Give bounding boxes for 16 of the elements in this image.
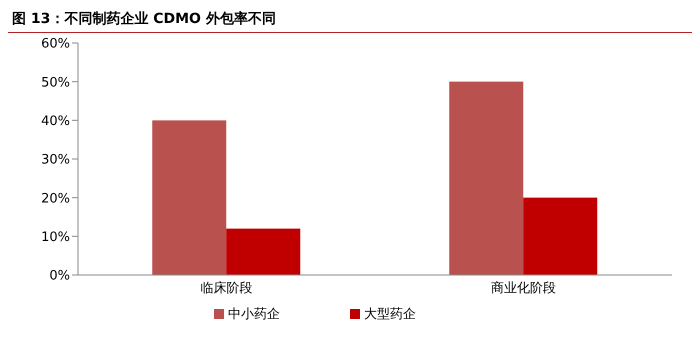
bar [152,120,226,275]
chart-title: 图 13：不同制药企业 CDMO 外包率不同 [8,8,692,33]
x-tick-label: 临床阶段 [200,281,252,296]
x-tick-label: 商业化阶段 [491,281,556,296]
y-tick-label: 40% [41,114,70,129]
y-tick-label: 0% [49,268,70,284]
y-tick-label: 60% [41,36,70,52]
legend-label: 大型药企 [364,307,416,322]
bar [523,198,598,275]
bar [449,82,524,275]
bar [226,228,300,275]
legend-label: 中小药企 [228,307,280,322]
y-tick-label: 30% [41,152,70,168]
y-tick-label: 10% [41,230,70,245]
y-tick-label: 50% [41,75,70,90]
y-tick-label: 20% [41,191,70,206]
